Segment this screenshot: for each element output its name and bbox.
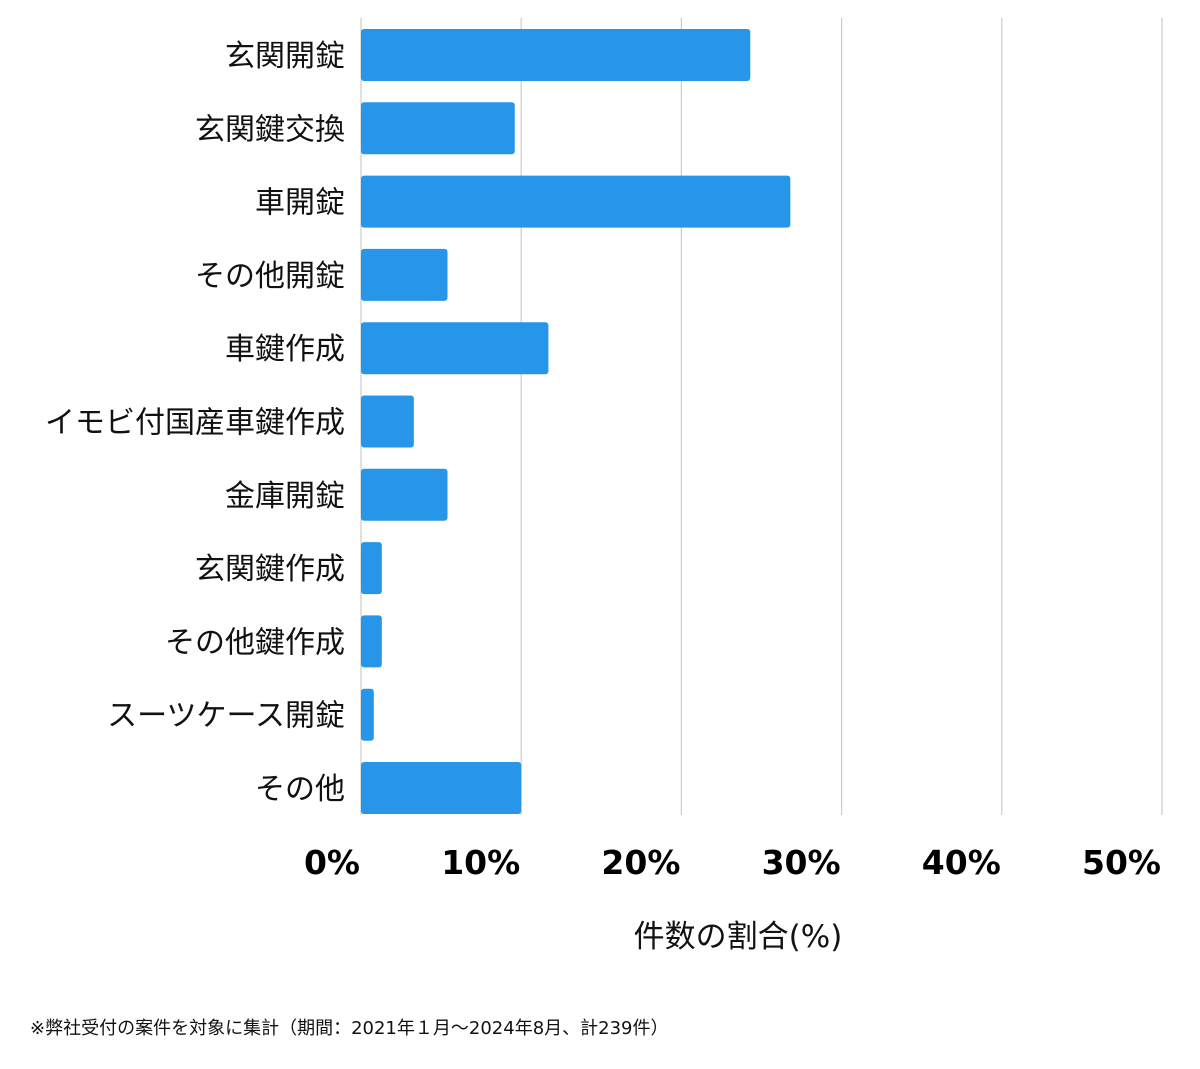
bar [361,322,549,375]
category-label: その他 [255,772,345,807]
bar-chart: 玄関開錠玄関鍵交換車開錠その他開錠車鍵作成イモビ付国産車鍵作成金庫開錠玄関鍵作成… [45,18,1163,955]
x-tick-label: 40% [922,843,1001,882]
x-tick-label: 50% [1082,843,1161,882]
x-tick-labels: 0% 10% 20% 30% 40% 50% [304,843,1161,882]
category-label: 車開錠 [255,186,345,221]
bar [361,395,414,448]
bar [361,102,515,155]
bar [361,688,374,741]
bars [361,29,791,814]
category-label: その他開錠 [195,259,345,294]
category-label: 金庫開錠 [225,479,345,514]
bar [361,542,382,595]
category-label: スーツケース開錠 [107,699,345,734]
category-label: その他鍵作成 [165,625,345,660]
x-tick-label: 20% [601,843,680,882]
bar [361,175,791,228]
x-tick-label: 10% [441,843,520,882]
category-label: 車鍵作成 [225,332,345,367]
footnote: ※弊社受付の案件を対象に集計（期間：2021年１月〜2024年8月、計239件） [30,1018,669,1039]
gridlines [360,18,1163,815]
category-labels: 玄関開錠玄関鍵交換車開錠その他開錠車鍵作成イモビ付国産車鍵作成金庫開錠玄関鍵作成… [45,39,345,807]
x-tick-label: 0% [304,843,360,882]
category-label: 玄関開錠 [225,39,345,74]
bar [361,468,448,521]
bar [361,29,751,81]
x-tick-label: 30% [762,843,841,882]
bar [361,248,448,301]
bar [361,615,382,668]
category-label: イモビ付国産車鍵作成 [45,406,345,441]
category-label: 玄関鍵作成 [195,552,345,587]
bar [361,762,522,814]
x-axis-title: 件数の割合(%) [634,919,843,955]
category-label: 玄関鍵交換 [195,112,345,147]
